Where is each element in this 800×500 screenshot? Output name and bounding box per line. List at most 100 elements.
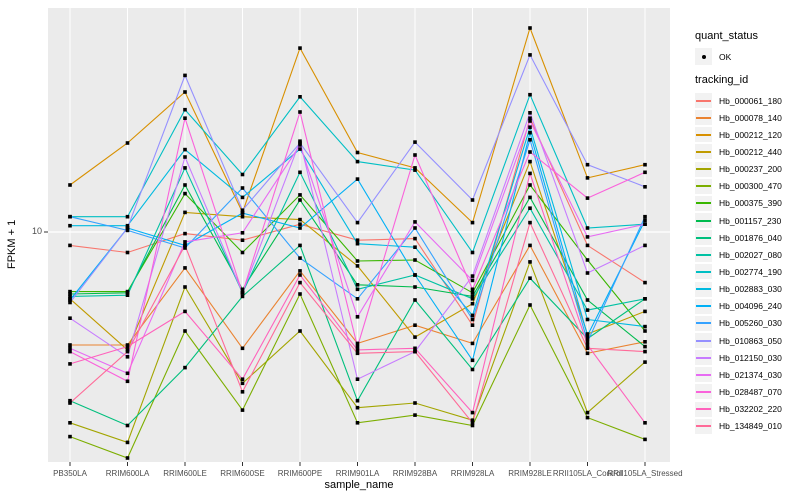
legend-line-swatch <box>696 339 711 342</box>
data-point <box>585 196 590 200</box>
legend-item-label: Hb_002774_190 <box>719 266 782 277</box>
legend-ok-label: OK <box>719 51 732 62</box>
legend-item-label: Hb_000212_440 <box>719 146 782 157</box>
data-point <box>528 260 532 264</box>
x-tick-label: RRII105LA_Stressed <box>607 469 683 478</box>
data-point <box>240 377 245 381</box>
data-point <box>413 236 417 241</box>
data-point <box>355 377 360 381</box>
legend-item: Hb_000375_390 <box>695 195 782 212</box>
data-point <box>643 340 647 344</box>
data-point <box>183 240 187 244</box>
data-point <box>355 159 360 164</box>
legend-item-label: Hb_028487_070 <box>719 386 782 397</box>
legend-line-swatch <box>696 236 711 239</box>
legend-item: Hb_000237_200 <box>695 161 782 178</box>
data-point <box>125 344 130 349</box>
data-point <box>528 195 532 200</box>
data-point <box>183 183 187 187</box>
data-point <box>470 291 475 295</box>
legend-item-label: Hb_010863_050 <box>719 335 782 346</box>
y-axis-title: FPKM + 1 <box>6 219 18 269</box>
data-point <box>183 116 187 120</box>
data-point <box>298 193 302 197</box>
legend-line-swatch <box>696 202 711 205</box>
data-point <box>240 287 245 292</box>
legend-item-label: Hb_012150_030 <box>719 352 782 363</box>
x-tick-label: RRII105LA_Control <box>552 469 623 478</box>
data-point <box>355 341 360 346</box>
data-point <box>183 285 187 289</box>
data-point <box>470 418 475 422</box>
data-point <box>585 271 590 275</box>
data-point <box>125 379 130 384</box>
data-point <box>298 329 302 333</box>
data-point <box>585 351 590 356</box>
data-point <box>298 243 302 248</box>
legend-line-swatch <box>696 373 711 376</box>
data-point <box>183 329 187 333</box>
legend-item-label: Hb_000300_470 <box>719 181 782 192</box>
data-point <box>585 308 590 312</box>
legend-line-swatch <box>696 133 711 136</box>
legend-key-box <box>695 333 712 349</box>
legend-key-box <box>695 110 712 126</box>
legend-item: Hb_002027_080 <box>695 246 782 263</box>
data-point <box>183 309 187 314</box>
data-point <box>68 223 72 228</box>
data-point <box>240 250 245 255</box>
legend-item: Hb_002774_190 <box>695 263 782 280</box>
data-point <box>643 218 647 223</box>
data-point <box>585 176 590 180</box>
legend-line-swatch <box>696 185 711 188</box>
x-tick-label: RRIM901LA <box>335 469 380 478</box>
data-point <box>528 111 532 115</box>
legend-key-box <box>695 367 712 383</box>
x-tick-label: RRIM928BA <box>392 469 438 478</box>
data-point <box>413 153 417 157</box>
data-point <box>68 316 72 320</box>
data-point <box>643 360 647 364</box>
data-point <box>643 344 647 349</box>
legend-item-ok: OK <box>695 48 731 65</box>
data-point <box>68 362 72 366</box>
legend-key-box <box>695 298 712 314</box>
data-point <box>413 346 417 351</box>
legend-line-swatch <box>696 322 711 325</box>
x-tick-label: RRIM600PE <box>277 469 323 478</box>
data-point <box>240 214 245 219</box>
legend-title-quant-status: quant_status <box>695 30 758 42</box>
data-point <box>528 159 532 164</box>
x-axis-tick-labels: PB350LA RRIM600LA RRIM600LE RRIM600SE RRIM60… <box>0 469 800 481</box>
data-point <box>355 351 360 356</box>
data-point <box>183 147 187 152</box>
data-point <box>183 191 187 196</box>
legend-tracking-items: Hb_000061_180 Hb_000078_140 Hb_000212_120 H… <box>695 92 782 435</box>
data-point <box>68 294 72 299</box>
data-point <box>413 226 417 230</box>
data-point <box>470 250 475 255</box>
data-point <box>528 243 532 248</box>
data-point <box>528 220 532 225</box>
data-point <box>470 313 475 318</box>
x-tick-label: PB350LA <box>53 469 87 478</box>
data-point <box>585 258 590 262</box>
data-point <box>68 346 72 351</box>
data-point <box>413 323 417 327</box>
data-point <box>643 437 647 442</box>
data-point <box>413 273 417 277</box>
legend-line-swatch <box>696 99 711 102</box>
data-point <box>125 293 130 297</box>
legend-key-box <box>695 264 712 280</box>
data-point <box>355 348 360 352</box>
data-point <box>643 170 647 175</box>
data-point <box>528 26 532 30</box>
data-point <box>125 250 130 255</box>
data-point <box>413 140 417 144</box>
data-point <box>470 341 475 346</box>
data-point <box>355 283 360 287</box>
data-point <box>585 336 590 341</box>
data-point <box>470 421 475 425</box>
data-point <box>240 294 245 299</box>
legend-item: Hb_134849_010 <box>695 418 782 435</box>
